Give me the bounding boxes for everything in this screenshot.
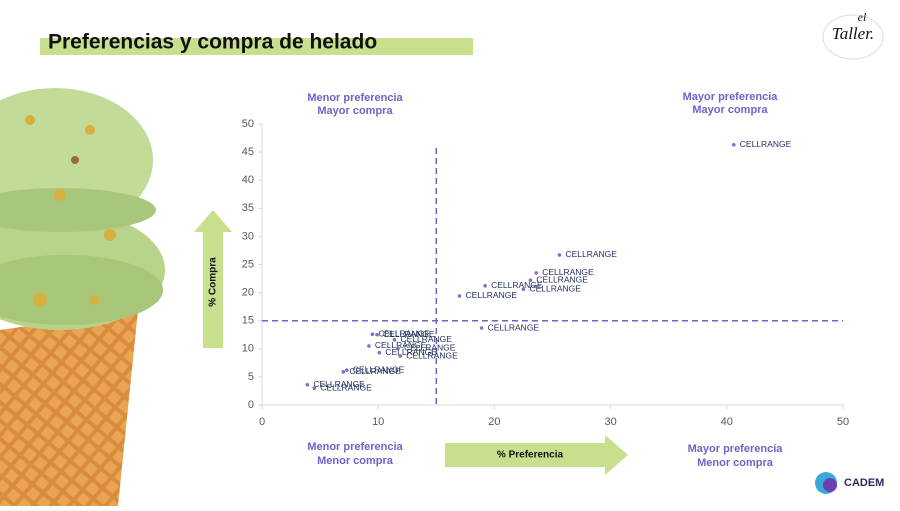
logo-badge [822, 14, 884, 60]
y-tick-label: 25 [242, 258, 254, 270]
point-label: CELLRANGE [383, 329, 435, 339]
point-label: CELLRANGE [488, 322, 540, 332]
point [305, 382, 310, 387]
y-tick-label: 35 [242, 202, 254, 214]
point [731, 142, 736, 147]
x-tick-label: 30 [604, 416, 616, 428]
point-label: CELLRANGE [400, 334, 452, 344]
y-tick-label: 45 [242, 146, 254, 158]
x-tick-label: 20 [488, 416, 500, 428]
pistachio [90, 295, 100, 305]
quadrant-label: Menor compra [317, 455, 394, 467]
logo-name: Taller. [832, 24, 874, 43]
point [377, 350, 382, 355]
point [370, 332, 375, 336]
scoop-edge [0, 188, 156, 232]
point [367, 344, 371, 348]
point [396, 346, 400, 351]
point-label: CELLRANGE [353, 364, 405, 374]
y-tick-label: 20 [242, 287, 254, 299]
point [312, 386, 317, 390]
point [392, 338, 397, 342]
point [457, 294, 462, 298]
point-label: CELLRANGE [491, 280, 543, 290]
logo-taller: el Taller. [822, 10, 884, 60]
point-label: CELLRANGE [529, 283, 581, 293]
x-tick-label: 10 [372, 416, 384, 428]
y-tick-label: 30 [242, 230, 254, 242]
y-tick-label: 0 [248, 399, 254, 411]
scoop-edge [0, 255, 163, 325]
y-tick-label: 40 [242, 174, 254, 186]
point [341, 370, 346, 374]
point [345, 368, 349, 372]
pistachio [33, 293, 47, 307]
y-arrow [194, 210, 232, 348]
y-tick-label: 15 [242, 315, 254, 327]
point-label: CELLRANGE [565, 249, 617, 259]
y-tick-label: 50 [242, 118, 254, 130]
point [534, 271, 539, 275]
point [521, 287, 526, 292]
y-tick-label: 10 [242, 343, 254, 355]
quadrant-label: Menor compra [697, 457, 774, 469]
point [483, 284, 487, 288]
x-axis-label: % Preferencia [497, 450, 564, 461]
x-tick-label: 50 [837, 416, 849, 428]
pistachio [85, 125, 95, 135]
point-label: CELLRANGE [320, 382, 372, 392]
x-tick-label: 40 [721, 416, 733, 428]
logo-cadem: CADEM [815, 472, 884, 494]
point [528, 278, 533, 283]
point [375, 332, 379, 337]
quadrant-label: Mayor preferencia [688, 443, 784, 455]
logo-mark [823, 478, 837, 492]
title: Preferencias y compra de helado [48, 31, 377, 54]
y-axis-label: % Compra [208, 257, 219, 307]
point-label: CELLRANGE [404, 342, 456, 352]
quadrant-label: Mayor compra [692, 104, 768, 116]
point-label: CELLRANGE [542, 267, 594, 277]
point-label: CELLRANGE [740, 139, 792, 149]
point [398, 354, 403, 358]
logo-script: el [858, 10, 867, 24]
quadrant-label: Menor preferencia [307, 441, 403, 453]
logo-text: CADEM [844, 477, 884, 489]
quadrant-label: Menor preferencia [307, 92, 403, 104]
point-label: CELLRANGE [378, 328, 430, 338]
x-tick-label: 0 [259, 416, 265, 428]
point-label: CELLRANGE [536, 274, 588, 284]
quadrant-label: Mayor compra [317, 105, 393, 117]
point-label: CELLRANGE [406, 350, 458, 360]
point-label: CELLRANGE [375, 340, 427, 350]
cone [0, 310, 138, 506]
point-label: CELLRANGE [385, 347, 437, 357]
point-label: CELLRANGE [466, 290, 518, 300]
point-label: CELLRANGE [349, 366, 401, 376]
quadrant-label: Mayor preferencia [683, 91, 779, 103]
plot-area: 0 5 10 15 20 25 30 35 40 45 50 0 10 20 30 40 50 CELLRANGE… [242, 118, 849, 428]
y-tick-label: 5 [248, 371, 254, 383]
point [557, 253, 562, 257]
pistachio [25, 115, 35, 125]
title-highlight [40, 38, 473, 55]
pistachio [104, 229, 116, 241]
point [479, 326, 484, 330]
x-arrow [445, 435, 628, 475]
pistachio [54, 189, 66, 201]
pistachio [71, 156, 79, 164]
ice-cream-illustration [0, 88, 165, 506]
point-label: CELLRANGE [313, 379, 365, 389]
